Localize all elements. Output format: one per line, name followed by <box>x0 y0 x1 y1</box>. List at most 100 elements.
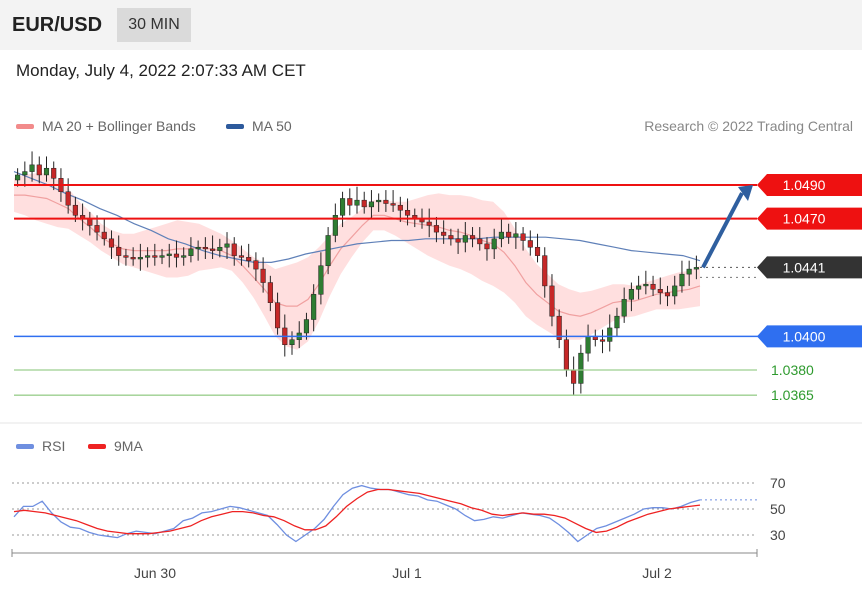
level-label-1.0490: 1.0490 <box>783 177 826 193</box>
candle-body <box>361 199 367 208</box>
legend-label-rsi: RSI <box>42 438 66 454</box>
candle-body <box>643 283 649 287</box>
timeframe-button[interactable]: 30 MIN <box>117 8 191 42</box>
candle-body <box>101 231 107 240</box>
candle-body <box>664 292 671 297</box>
bollinger-bands <box>14 173 700 350</box>
candle-body <box>614 315 620 329</box>
candle-body <box>441 231 447 236</box>
candle-body <box>188 248 194 256</box>
legend-swatch-9ma <box>88 443 106 449</box>
candle-body <box>578 352 584 384</box>
candle-body <box>152 255 158 258</box>
candle-body <box>426 221 432 226</box>
legend-label-ma20: MA 20 + Bollinger Bands <box>42 118 196 134</box>
rsi-line <box>13 484 701 543</box>
candle-body <box>679 273 685 287</box>
candle-body <box>311 294 317 320</box>
level-label-1.0365: 1.0365 <box>771 387 814 403</box>
candle-body <box>87 218 93 226</box>
copyright: Research © 2022 Trading Central <box>644 118 853 134</box>
candle-body <box>231 243 237 256</box>
candle-body <box>549 285 555 317</box>
legend-swatch-rsi <box>16 443 34 449</box>
x-tick-label: Jul 2 <box>642 565 672 581</box>
candle-body <box>123 255 129 258</box>
candle-body <box>484 243 490 250</box>
candle-body <box>137 257 143 260</box>
candle-body <box>433 225 439 233</box>
candle-body <box>347 198 353 206</box>
candle-body <box>339 198 346 216</box>
candle-body <box>693 267 699 270</box>
candle-body <box>607 327 613 342</box>
candle-body <box>224 243 230 248</box>
candle-body <box>650 283 656 290</box>
rsi-ma-line <box>13 488 701 535</box>
legend-swatch-ma20 <box>16 123 34 129</box>
candle-body <box>22 171 28 176</box>
candle-body <box>246 257 252 261</box>
legend-9ma: 9MA <box>88 438 143 454</box>
level-label-1.0441: 1.0441 <box>783 259 826 275</box>
candle-body <box>498 231 504 240</box>
chart-datetime: Monday, July 4, 2022 2:07:33 AM CET <box>16 61 306 80</box>
level-label-1.0470: 1.0470 <box>783 211 826 227</box>
rsi-tick-30: 30 <box>770 527 786 543</box>
projection-arrow <box>701 192 744 269</box>
candle-body <box>520 233 526 241</box>
level-tag-1.0470 <box>757 207 862 230</box>
candle-body <box>513 233 519 238</box>
candle-body <box>621 299 627 317</box>
candle-body <box>65 191 71 206</box>
candle-body <box>599 339 606 342</box>
candle-body <box>29 164 35 172</box>
candle-body <box>275 302 281 329</box>
candle-body <box>332 215 338 236</box>
candle-body <box>253 260 259 270</box>
candle-body <box>210 248 216 251</box>
level-tag-1.0490 <box>757 174 862 197</box>
candle-body <box>585 336 591 354</box>
candle-body <box>455 238 461 243</box>
candle-body <box>469 235 476 240</box>
candle-body <box>260 268 266 283</box>
candle-body <box>448 235 454 240</box>
candle-body <box>181 255 187 258</box>
candle-body <box>51 167 57 179</box>
level-tag-1.0400 <box>757 325 862 348</box>
legend-swatch-ma50 <box>226 123 244 129</box>
candle-body <box>462 235 468 243</box>
candle-body <box>376 199 382 203</box>
candle-body <box>390 203 396 206</box>
candle-body <box>506 231 512 238</box>
candle-body <box>477 238 483 245</box>
candle-body <box>15 174 21 181</box>
candle-body <box>354 199 360 206</box>
candle-body <box>195 246 201 250</box>
candle-body <box>368 201 375 208</box>
candle-body <box>159 255 165 258</box>
candle-body <box>325 235 331 266</box>
candle-body <box>657 289 663 293</box>
candle-body <box>318 265 324 295</box>
candle-body <box>202 246 208 250</box>
candle-body <box>534 246 541 256</box>
x-tick-label: Jun 30 <box>134 565 176 581</box>
x-tick-label: Jul 1 <box>392 565 422 581</box>
candle-body <box>628 289 634 300</box>
ma20-line <box>14 194 701 317</box>
level-label-1.0400: 1.0400 <box>783 328 826 344</box>
legend-ma50: MA 50 <box>226 118 292 134</box>
candle-body <box>563 339 569 371</box>
candle-body <box>72 204 78 216</box>
rsi-tick-50: 50 <box>770 501 786 517</box>
candle-body <box>238 255 245 258</box>
candle-body <box>404 210 411 216</box>
candle-body <box>36 164 42 176</box>
candle-body <box>571 369 577 384</box>
level-tag-1.0441 <box>757 256 862 279</box>
candle-body <box>686 268 692 275</box>
legend-label-9ma: 9MA <box>114 438 143 454</box>
